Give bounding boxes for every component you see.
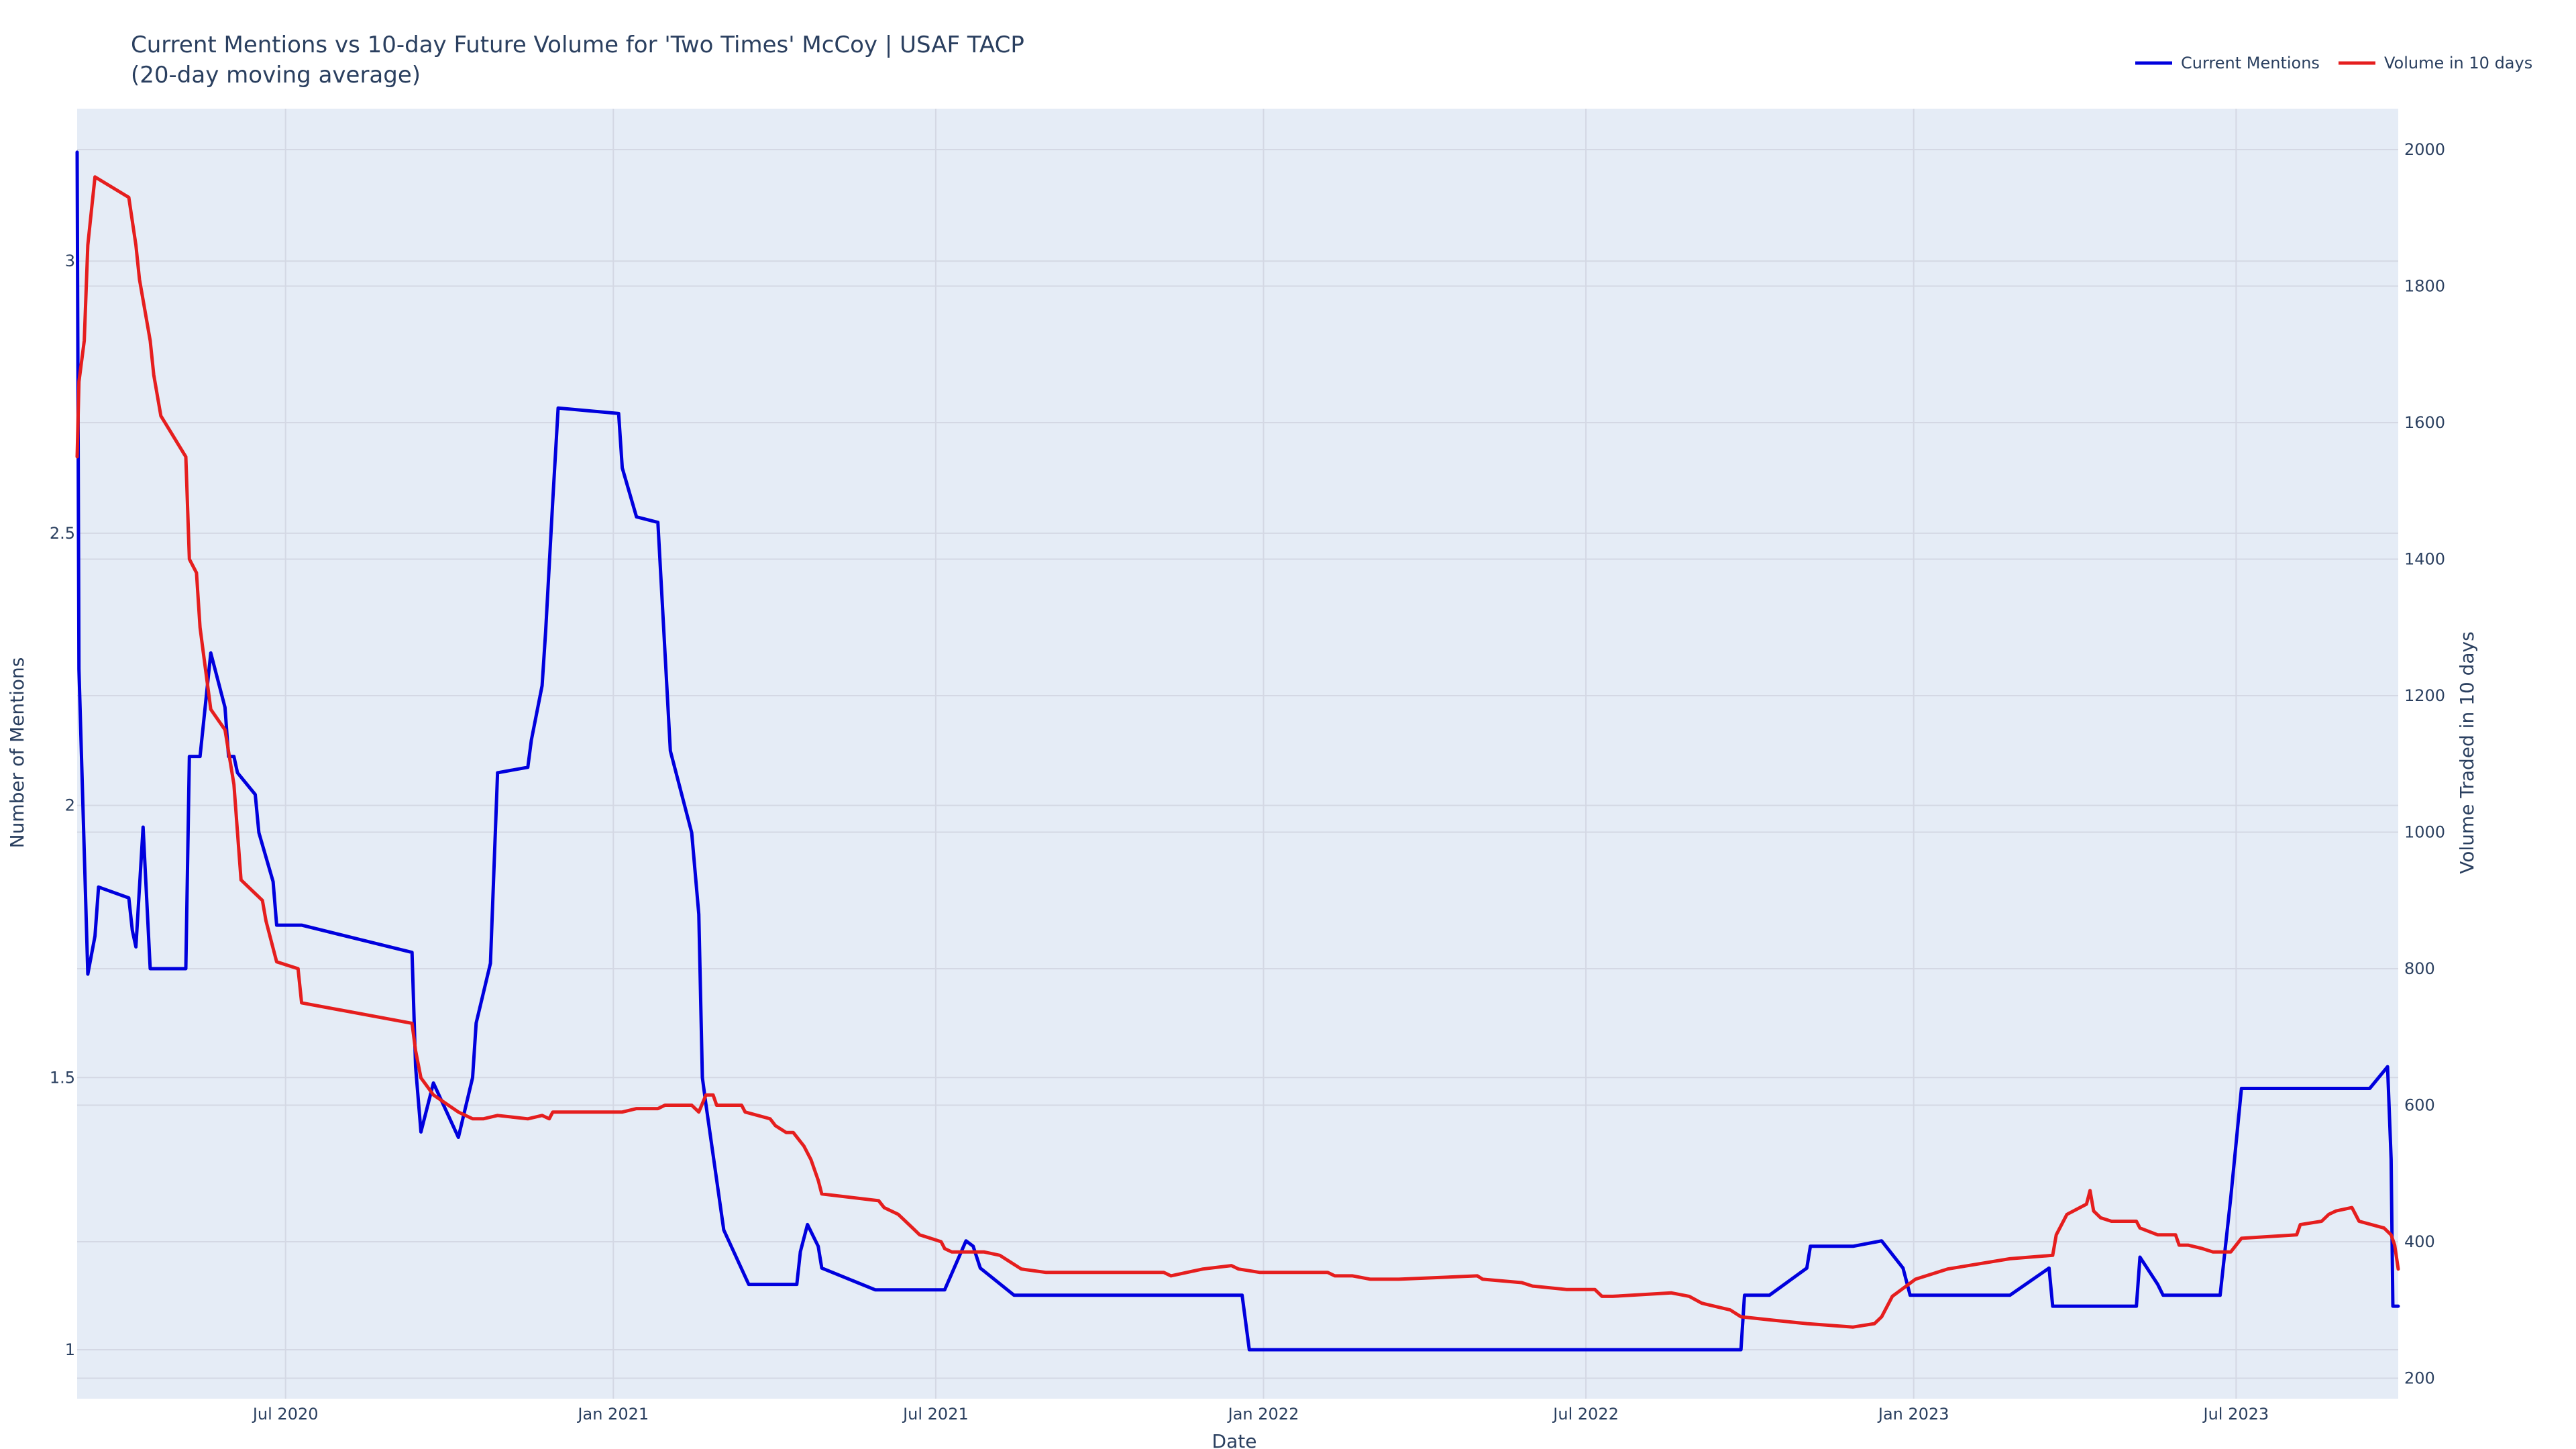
y-axis-left-title: Number of Mentions [6, 657, 28, 849]
x-axis-title: Date [1212, 1430, 1257, 1449]
y-left-tick-label-2-5: 2.5 [50, 524, 75, 543]
x-tick-label-jan-2022: Jan 2022 [1227, 1405, 1299, 1424]
y-left-tick-label-3: 3 [65, 252, 75, 270]
y-left-tick-label-1-5: 1.5 [50, 1068, 75, 1087]
y-right-tick-label-2000: 2000 [2404, 140, 2445, 159]
legend-item-current-mentions[interactable]: Current Mentions [2135, 54, 2320, 72]
y-right-tick-label-1000: 1000 [2404, 823, 2445, 842]
x-tick-label-jul-2023: Jul 2023 [2202, 1405, 2269, 1424]
plot-background [77, 109, 2398, 1399]
grid-lines [77, 109, 2398, 1399]
y-right-tick-label-800: 800 [2404, 959, 2435, 978]
x-tick-label-jan-2021: Jan 2021 [576, 1405, 649, 1424]
y-right-tick-label-1200: 1200 [2404, 686, 2445, 705]
chart-title-line-2: (20-day moving average) [131, 62, 421, 89]
legend: Current Mentions Volume in 10 days [2135, 54, 2532, 72]
y-right-tick-label-1800: 1800 [2404, 277, 2445, 296]
legend-label-volume-in-10-days: Volume in 10 days [2384, 54, 2532, 72]
x-tick-label-jul-2022: Jul 2022 [1552, 1405, 1619, 1424]
y-left-tick-label-1: 1 [65, 1340, 75, 1359]
series-lines [75, 150, 2400, 1352]
chart-title-line-1: Current Mentions vs 10-day Future Volume… [131, 32, 1024, 58]
x-tick-label-jul-2021: Jul 2021 [902, 1405, 969, 1424]
x-tick-label-jul-2020: Jul 2020 [252, 1405, 319, 1424]
y-right-tick-label-1600: 1600 [2404, 413, 2445, 432]
series-line-current-mentions [75, 150, 2400, 1352]
y-right-tick-label-400: 400 [2404, 1232, 2435, 1251]
y-right-tick-label-200: 200 [2404, 1368, 2435, 1387]
x-tick-label-jan-2023: Jan 2023 [1877, 1405, 1949, 1424]
series-line-volume-in-10-days [75, 175, 2400, 1329]
y-axis-right-title: Volume Traded in 10 days [2456, 631, 2478, 873]
y-right-tick-label-600: 600 [2404, 1095, 2435, 1114]
legend-label-current-mentions: Current Mentions [2181, 54, 2320, 72]
y-left-tick-label-2: 2 [65, 796, 75, 815]
y-right-tick-label-1400: 1400 [2404, 550, 2445, 569]
legend-item-volume-in-10-days[interactable]: Volume in 10 days [2339, 54, 2532, 72]
axis-ticks: Jul 2020 Jan 2021 Jul 2021 Jan 2022 Jul 2022… [50, 140, 2445, 1424]
